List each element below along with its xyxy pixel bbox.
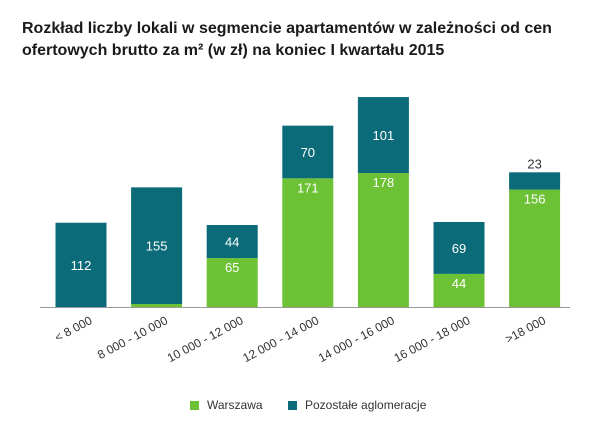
x-tick-label-5: 16 000 - 18 000 [392, 313, 473, 365]
legend-label-pozostale: Pozostałe aglomeracje [305, 398, 427, 412]
bar-pozostale-2 [206, 224, 258, 259]
bar-warszawa-6 [509, 189, 561, 307]
bar-pozostale-4 [357, 97, 409, 174]
x-tick-label-2: 10 000 - 12 000 [165, 313, 246, 365]
x-tick-label-4: 14 000 - 16 000 [316, 313, 397, 365]
bar-pozostale-6 [509, 172, 561, 190]
data-label-pozostale-5: 69 [452, 241, 466, 256]
x-tick-label-6: >18 000 [503, 313, 548, 346]
data-label-pozostale-4: 101 [373, 128, 395, 143]
bar-pozostale-1 [131, 187, 183, 304]
bar-pozostale-0 [55, 222, 107, 307]
data-label-warszawa-3: 171 [297, 180, 319, 195]
bar-pozostale-3 [282, 125, 334, 179]
bar-warszawa-1 [131, 303, 183, 307]
data-label-pozostale-0: 112 [71, 258, 92, 273]
bar-warszawa-4 [357, 173, 409, 307]
bar-warszawa-5 [433, 273, 485, 307]
legend-item-pozostale: Pozostałe aglomeracje [288, 398, 426, 412]
chart-title-line-2: ofertowych brutto za m² (w zł) na koniec… [22, 42, 445, 59]
x-tick-label-3: 12 000 - 14 000 [240, 313, 321, 365]
x-tick-label-0: < 8 000 [52, 313, 95, 344]
data-label-warszawa-2: 65 [225, 260, 239, 275]
legend-swatch-warszawa [190, 400, 199, 410]
legend-label-warszawa: Warszawa [207, 398, 263, 412]
data-label-warszawa-4: 178 [373, 175, 395, 190]
bar-warszawa-3 [282, 178, 334, 307]
data-label-pozostale-6: 23 [527, 156, 541, 171]
data-label-pozostale-1: 155 [146, 239, 168, 254]
legend-item-warszawa: Warszawa [190, 398, 263, 412]
legend-swatch-pozostale [288, 400, 297, 410]
data-label-warszawa-5: 44 [452, 276, 466, 291]
x-tick-label-1: 8 000 - 10 000 [95, 313, 170, 362]
data-label-pozostale-3: 70 [301, 145, 315, 160]
bar-warszawa-2 [206, 258, 258, 307]
data-label-warszawa-6: 156 [524, 192, 546, 207]
bar-pozostale-5 [433, 221, 485, 274]
data-label-pozostale-2: 44 [225, 235, 239, 250]
chart-title: Rozkład liczby lokali w segmencie aparta… [22, 18, 608, 62]
chart-title-line-1: Rozkład liczby lokali w segmencie aparta… [22, 20, 552, 37]
